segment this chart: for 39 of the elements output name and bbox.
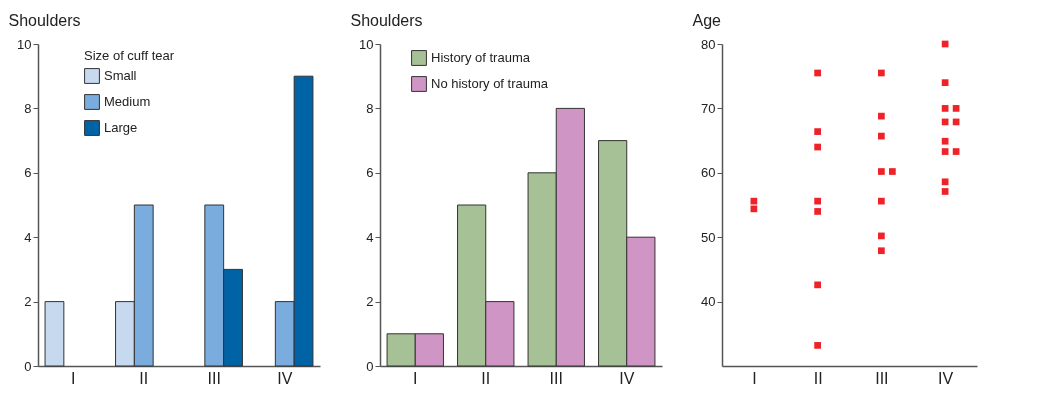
x-tick-label: IV xyxy=(938,369,954,387)
y-tick-label: 2 xyxy=(24,294,32,310)
y-tick-label: 40 xyxy=(701,294,716,310)
y-tick-label: 50 xyxy=(701,229,716,245)
x-tick-label: III xyxy=(549,369,563,387)
bar xyxy=(44,301,65,367)
x-tick-label: I xyxy=(413,369,418,387)
y-axis-title: Age xyxy=(692,11,722,29)
y-tick-label: 10 xyxy=(359,36,374,52)
legend-title: Size of cuff tear xyxy=(84,48,175,63)
x-tick-label: III xyxy=(875,369,889,387)
legend-label: Large xyxy=(104,120,138,135)
legend-label: History of trauma xyxy=(431,50,531,65)
legend-label: Small xyxy=(104,68,137,83)
y-tick-label: 80 xyxy=(701,36,716,52)
y-tick-label: 4 xyxy=(366,229,374,245)
y-axis-title: Shoulders xyxy=(8,11,81,29)
x-tick-label: I xyxy=(752,369,757,387)
x-tick-label: II xyxy=(139,369,149,387)
y-tick-label: 0 xyxy=(24,358,32,374)
x-tick-label: IV xyxy=(619,369,635,387)
y-tick-label: 6 xyxy=(24,165,32,181)
y-tick-label: 8 xyxy=(24,100,32,116)
x-tick-label: II xyxy=(813,369,823,387)
x-tick-label: II xyxy=(481,369,491,387)
y-tick-label: 60 xyxy=(701,165,716,181)
y-tick-label: 4 xyxy=(24,229,32,245)
y-axis-title: Shoulders xyxy=(350,11,423,29)
legend-label: Medium xyxy=(104,94,151,109)
y-tick-label: 2 xyxy=(366,294,374,310)
y-tick-label: 8 xyxy=(366,100,374,116)
x-tick-label: III xyxy=(207,369,221,387)
x-tick-label: IV xyxy=(277,369,293,387)
y-tick-label: 70 xyxy=(701,100,716,116)
legend-label: No history of trauma xyxy=(431,76,549,91)
y-tick-label: 10 xyxy=(17,36,32,52)
y-tick-label: 6 xyxy=(366,165,374,181)
y-tick-label: 0 xyxy=(366,358,374,374)
x-tick-label: I xyxy=(71,369,76,387)
